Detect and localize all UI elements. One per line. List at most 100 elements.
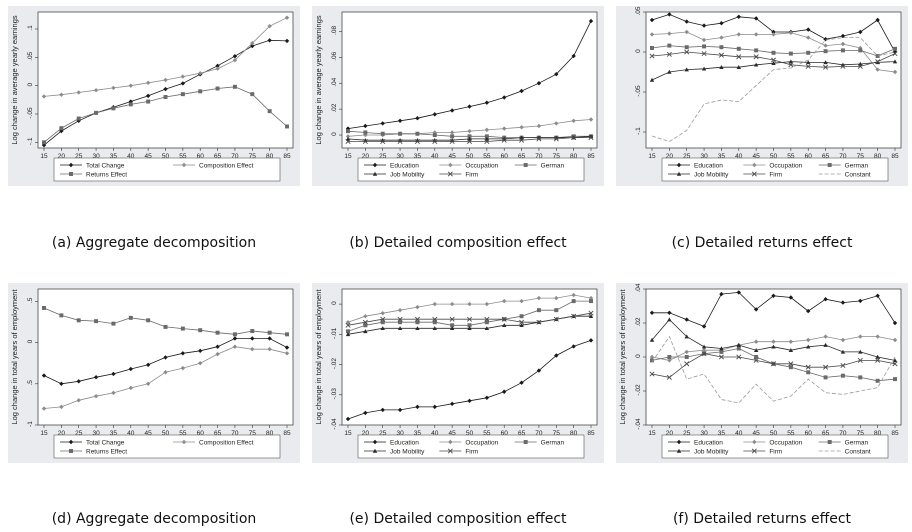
marker-stroke [447,448,453,454]
data-point [180,92,185,97]
legend-label: Education [694,162,723,169]
data-point [215,344,220,349]
data-point [823,64,829,70]
data-point [684,361,690,367]
marker-stroke [718,354,724,360]
data-point [788,30,794,35]
x-tick-label: 80 [266,430,274,437]
data-point [345,139,351,145]
data-point [398,320,403,325]
legend-swatch-marker [69,172,73,176]
legend-label: Composition Effect [199,162,254,169]
data-point [840,337,846,343]
data-point [702,44,707,49]
x-tick-label: 40 [431,430,439,437]
data-point [554,121,559,126]
data-point [770,361,777,367]
x-tick-label: 20 [362,153,370,160]
marker-stroke [875,357,881,363]
data-point [232,84,237,89]
x-tick-label: 50 [770,153,778,160]
legend-swatch-marker [447,448,453,454]
data-point [649,371,655,377]
data-point [432,404,437,410]
x-tick-label: 40 [127,430,135,437]
data-point [41,406,47,411]
data-point [823,364,829,370]
data-point [588,310,594,316]
data-point [467,398,472,404]
data-point [588,117,594,122]
data-point [893,377,897,382]
legend-swatch-marker [372,162,378,168]
data-point [111,371,116,377]
legend-label: Total Change [86,162,125,169]
data-point [788,361,794,367]
y-axis-label: Log change in average yearly earnings [314,15,323,145]
legend-entry: Firm [439,171,478,178]
data-point [875,354,880,359]
data-point [267,23,272,29]
data-point [649,310,655,315]
legend-box [53,157,281,182]
data-point [484,139,490,145]
y-tick-label: 0 [331,132,338,136]
data-point [250,40,255,46]
data-point [823,49,828,54]
x-tick-label: 40 [127,153,135,160]
legend-label: Returns Effect [86,171,127,178]
data-point [736,54,742,60]
data-point [466,139,473,145]
data-point [857,63,863,69]
legend-label: German [541,162,565,169]
data-point [93,374,99,380]
marker-stroke [397,316,403,322]
y-tick-label: -.1 [635,127,642,135]
data-point [736,346,741,351]
data-point [519,323,524,328]
data-point [215,63,220,69]
y-tick-label: -.05 [635,85,642,97]
legend-label: Firm [769,171,782,178]
marker-stroke [588,135,594,141]
data-point [719,346,724,351]
x-tick-label: 75 [249,430,257,437]
y-tick-label: -1 [27,421,34,427]
x-tick-label: 85 [283,153,291,160]
data-point [180,351,186,356]
data-point [823,60,828,65]
x-tick-label: 60 [501,153,509,160]
marker-stroke [788,361,794,367]
marker-stroke [701,351,707,357]
data-point [467,134,472,139]
data-point [345,320,351,325]
marker-stroke [753,54,759,60]
marker-stroke [753,357,759,363]
legend-entry: German [514,162,565,169]
x-tick-label: 50 [162,430,170,437]
y-tick-label: .5 [27,297,34,303]
data-point [163,355,168,360]
y-tick-label: .05 [635,6,642,15]
data-point [432,112,437,117]
data-point [414,139,420,145]
data-point [41,94,47,99]
data-point [502,389,507,394]
data-point [93,88,99,93]
x-tick-label: 25 [683,153,691,160]
x-tick-label: 60 [197,430,205,437]
legend-label: Returns Effect [86,448,127,455]
data-point [771,32,776,37]
data-point [840,349,846,354]
y-tick-label: .04 [635,283,642,292]
data-point [840,373,845,378]
y-tick-label: 0 [27,339,34,343]
data-point [414,316,420,322]
legend-entry: Constant [818,171,871,178]
data-point [770,57,777,63]
data-point [806,50,811,55]
y-tick-label: .02 [331,103,338,112]
data-point [719,65,724,69]
marker-stroke [553,316,559,322]
data-point [892,51,898,57]
